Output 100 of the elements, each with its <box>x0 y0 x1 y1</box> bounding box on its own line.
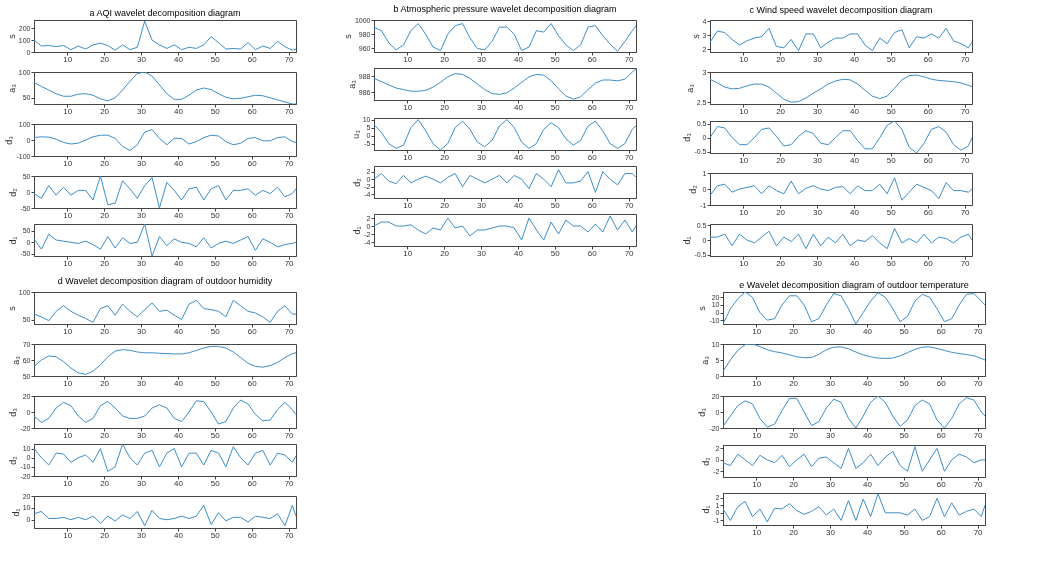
x-tick-label: 20 <box>776 155 786 165</box>
x-tick-label: 30 <box>477 54 487 64</box>
x-tick-label: 40 <box>849 207 860 217</box>
x-tick-label: 50 <box>210 478 221 488</box>
x-tick-label: 70 <box>973 527 984 537</box>
x-tick-label: 10 <box>403 54 413 64</box>
x-tick-label: 50 <box>210 106 221 116</box>
x-tick-label: 60 <box>587 54 598 64</box>
x-tick-label: 50 <box>899 527 910 537</box>
x-tick-label: 20 <box>100 478 110 488</box>
y-axis-title: d₃ <box>697 407 708 417</box>
x-tick-label: 10 <box>752 378 762 388</box>
y-axis-title: d₃ <box>4 135 15 145</box>
line-series <box>710 227 972 250</box>
x-tick-label: 40 <box>173 210 184 220</box>
line-series <box>34 224 296 256</box>
line-series <box>374 23 636 52</box>
x-tick-label: 10 <box>403 102 413 112</box>
line-series <box>34 444 296 472</box>
x-tick-label: 70 <box>973 479 984 489</box>
x-tick-label: 20 <box>100 158 110 168</box>
x-tick-label: 50 <box>899 479 910 489</box>
x-tick-label: 60 <box>587 200 598 210</box>
x-tick-label: 60 <box>247 326 258 336</box>
x-tick-label: 70 <box>960 106 971 116</box>
x-tick-label: 20 <box>776 258 786 268</box>
x-tick-label: 50 <box>210 430 221 440</box>
chart-title: d Wavelet decomposition diagram of outdoor humidity <box>57 276 273 286</box>
x-tick-label: 70 <box>284 54 295 64</box>
y-axis-title: s <box>697 305 708 311</box>
x-tick-label: 40 <box>173 326 184 336</box>
x-tick-label: 70 <box>624 152 635 162</box>
x-tick-label: 20 <box>789 430 799 440</box>
x-tick-label: 20 <box>100 106 110 116</box>
line-series <box>34 20 296 51</box>
x-tick-label: 10 <box>739 207 749 217</box>
y-axis-title: d₂ <box>688 184 699 194</box>
x-tick-label: 60 <box>923 258 934 268</box>
x-tick-label: 70 <box>284 478 295 488</box>
x-tick-label: 10 <box>739 258 749 268</box>
x-tick-label: 60 <box>923 106 934 116</box>
x-tick-label: 50 <box>550 54 561 64</box>
x-tick-label: 20 <box>440 152 450 162</box>
x-tick-label: 50 <box>899 378 910 388</box>
line-series <box>710 121 972 153</box>
x-tick-label: 40 <box>849 155 860 165</box>
line-series <box>710 74 972 103</box>
x-tick-label: 20 <box>440 102 450 112</box>
x-tick-label: 10 <box>739 155 749 165</box>
x-tick-label: 60 <box>247 54 258 64</box>
x-tick-label: 60 <box>247 106 258 116</box>
x-tick-label: 30 <box>137 210 147 220</box>
chart-title: a AQI wavelet decomposition diagram <box>89 8 241 18</box>
x-tick-label: 10 <box>739 106 749 116</box>
x-tick-label: 20 <box>100 530 110 540</box>
x-tick-label: 40 <box>173 158 184 168</box>
x-tick-label: 30 <box>137 106 147 116</box>
x-tick-label: 70 <box>624 54 635 64</box>
x-tick-label: 30 <box>813 258 823 268</box>
x-tick-label: 40 <box>173 530 184 540</box>
x-tick-label: 60 <box>247 378 258 388</box>
x-tick-label: 40 <box>862 430 873 440</box>
x-tick-label: 30 <box>477 152 487 162</box>
x-tick-label: 10 <box>63 158 73 168</box>
x-tick-label: 30 <box>826 430 836 440</box>
x-tick-label: 70 <box>960 155 971 165</box>
line-series <box>34 72 296 104</box>
x-tick-label: 20 <box>789 326 799 336</box>
y-axis-title: d₂ <box>8 187 19 197</box>
x-tick-label: 60 <box>936 479 947 489</box>
y-axis-title: s <box>342 33 353 39</box>
x-tick-label: 70 <box>284 530 295 540</box>
x-tick-label: 50 <box>886 258 897 268</box>
x-tick-label: 40 <box>513 200 524 210</box>
y-axis-title: s <box>690 33 701 39</box>
x-tick-label: 70 <box>284 106 295 116</box>
x-tick-label: 20 <box>776 106 786 116</box>
y-axis-title: d₂ <box>701 456 712 466</box>
x-tick-label: 10 <box>752 430 762 440</box>
x-tick-label: 10 <box>63 106 73 116</box>
x-tick-label: 50 <box>550 102 561 112</box>
x-tick-label: 40 <box>849 54 860 64</box>
x-tick-label: 40 <box>513 102 524 112</box>
x-tick-label: 50 <box>210 258 221 268</box>
x-tick-label: 40 <box>849 106 860 116</box>
line-series <box>34 176 296 208</box>
chart-title: b Atmospheric pressure wavelet decomposition diagram <box>393 4 617 14</box>
x-tick-label: 10 <box>63 430 73 440</box>
x-tick-label: 20 <box>789 378 799 388</box>
x-tick-label: 20 <box>100 430 110 440</box>
line-series <box>34 399 296 425</box>
x-tick-label: 20 <box>440 200 450 210</box>
x-tick-label: 40 <box>862 479 873 489</box>
x-tick-label: 40 <box>862 378 873 388</box>
x-tick-label: 50 <box>550 200 561 210</box>
x-tick-label: 30 <box>813 106 823 116</box>
x-tick-label: 50 <box>886 106 897 116</box>
x-tick-label: 60 <box>936 326 947 336</box>
x-tick-label: 60 <box>936 527 947 537</box>
x-tick-label: 30 <box>137 54 147 64</box>
